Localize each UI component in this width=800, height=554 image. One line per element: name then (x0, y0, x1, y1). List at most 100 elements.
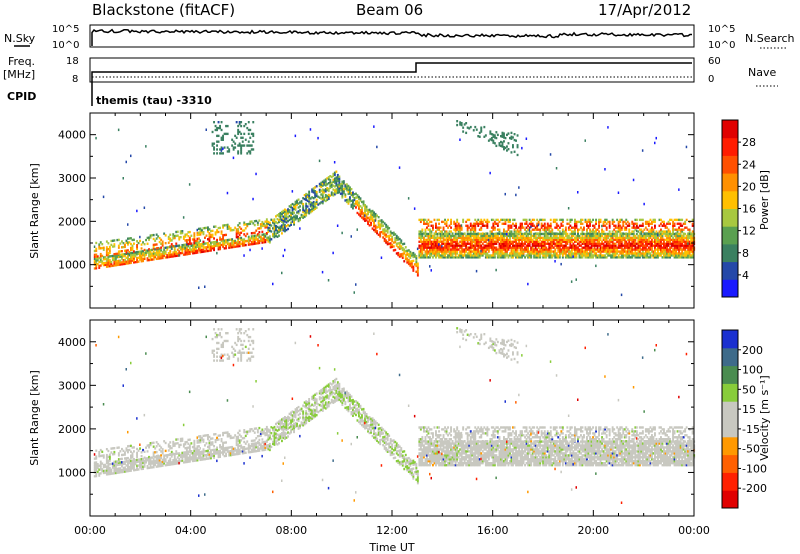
power-cell (385, 225, 388, 229)
power-cell (232, 240, 235, 243)
power-cell (264, 224, 267, 227)
power-cell (554, 238, 557, 242)
power-cell (249, 222, 252, 225)
power-cell (468, 252, 471, 255)
power-cell (327, 193, 330, 197)
power-cell (657, 236, 659, 240)
power-cell (652, 232, 655, 235)
power-cell (599, 256, 602, 259)
power-cell (288, 218, 291, 222)
power-cell (555, 242, 558, 245)
power-cell (179, 236, 182, 239)
power-cell (324, 178, 327, 181)
power-cell (549, 224, 552, 227)
velocity-cell (148, 462, 151, 466)
power-cell (622, 248, 625, 251)
power-cell (225, 239, 228, 242)
velocity-cell (140, 455, 143, 458)
power-cell (320, 189, 323, 192)
power-cell (247, 150, 250, 153)
power-cell (308, 192, 311, 195)
power-cell (243, 240, 246, 243)
power-cell (616, 236, 619, 240)
power-cell (173, 245, 176, 248)
power-cell (133, 250, 135, 253)
power-cell (548, 246, 551, 249)
power-cell (273, 233, 276, 237)
power-cell (620, 226, 623, 229)
power-cell (302, 208, 305, 212)
power-cell (459, 240, 462, 243)
power-cell (534, 228, 537, 231)
power-cell (587, 232, 590, 235)
power-cell (356, 194, 359, 197)
power-cell (551, 244, 554, 247)
power-cell (525, 222, 528, 225)
power-cell (116, 261, 119, 265)
velocity-cell (137, 449, 140, 452)
power-cell (613, 228, 616, 231)
power-cell (635, 248, 638, 251)
power-cell (213, 142, 216, 145)
power-cell (376, 145, 378, 149)
power-cell (238, 241, 241, 244)
power-cell (99, 258, 102, 261)
power-cell (383, 228, 386, 231)
power-cell (113, 264, 116, 267)
power-cell (687, 246, 690, 249)
power-cell (222, 226, 225, 229)
power-cell (246, 126, 249, 130)
velocity-cell (95, 457, 98, 460)
power-cell (385, 239, 388, 242)
power-cell (611, 246, 614, 249)
power-cell (498, 252, 501, 255)
power-cell (675, 244, 678, 247)
power-cell (631, 222, 634, 225)
power-cell (616, 256, 619, 259)
power-cell (323, 197, 326, 200)
power-cell (478, 242, 481, 245)
power-cell (199, 239, 201, 242)
power-cell (362, 218, 365, 221)
velocity-cell (114, 460, 117, 463)
power-cell (593, 242, 596, 245)
power-cell (448, 256, 451, 259)
power-cell (309, 209, 312, 212)
power-cell (649, 246, 652, 249)
colorbar-swatch (722, 243, 738, 263)
power-cell (388, 238, 391, 242)
power-cell (504, 252, 507, 255)
velocity-cell (152, 462, 155, 465)
power-cell (533, 244, 536, 247)
power-cell (389, 244, 392, 247)
velocity-cell (130, 450, 132, 453)
power-cell (196, 243, 199, 246)
power-cell (392, 231, 395, 234)
power-cell (373, 215, 376, 218)
power-cell (361, 208, 363, 211)
power-cell (451, 254, 454, 257)
power-cell (451, 242, 454, 245)
power-cell (643, 254, 646, 257)
power-cell (451, 246, 454, 249)
power-cell (220, 152, 223, 155)
power-cell (682, 236, 685, 240)
power-cell (518, 256, 521, 259)
power-cell (279, 215, 282, 219)
power-cell (595, 254, 598, 257)
velocity-cell (128, 448, 131, 452)
power-cell (332, 188, 335, 191)
power-cell (232, 228, 235, 232)
power-cell (483, 240, 486, 243)
velocity-cell (102, 454, 105, 457)
power-cell (515, 232, 518, 235)
power-cell (651, 230, 653, 233)
power-cell (303, 215, 306, 218)
power-cell (507, 228, 510, 231)
velocity-cell (121, 470, 123, 474)
velocity-cell (139, 466, 142, 469)
power-cell (581, 232, 584, 235)
power-cell (679, 242, 682, 245)
velocity-cell (110, 468, 113, 471)
power-cell (685, 236, 688, 240)
